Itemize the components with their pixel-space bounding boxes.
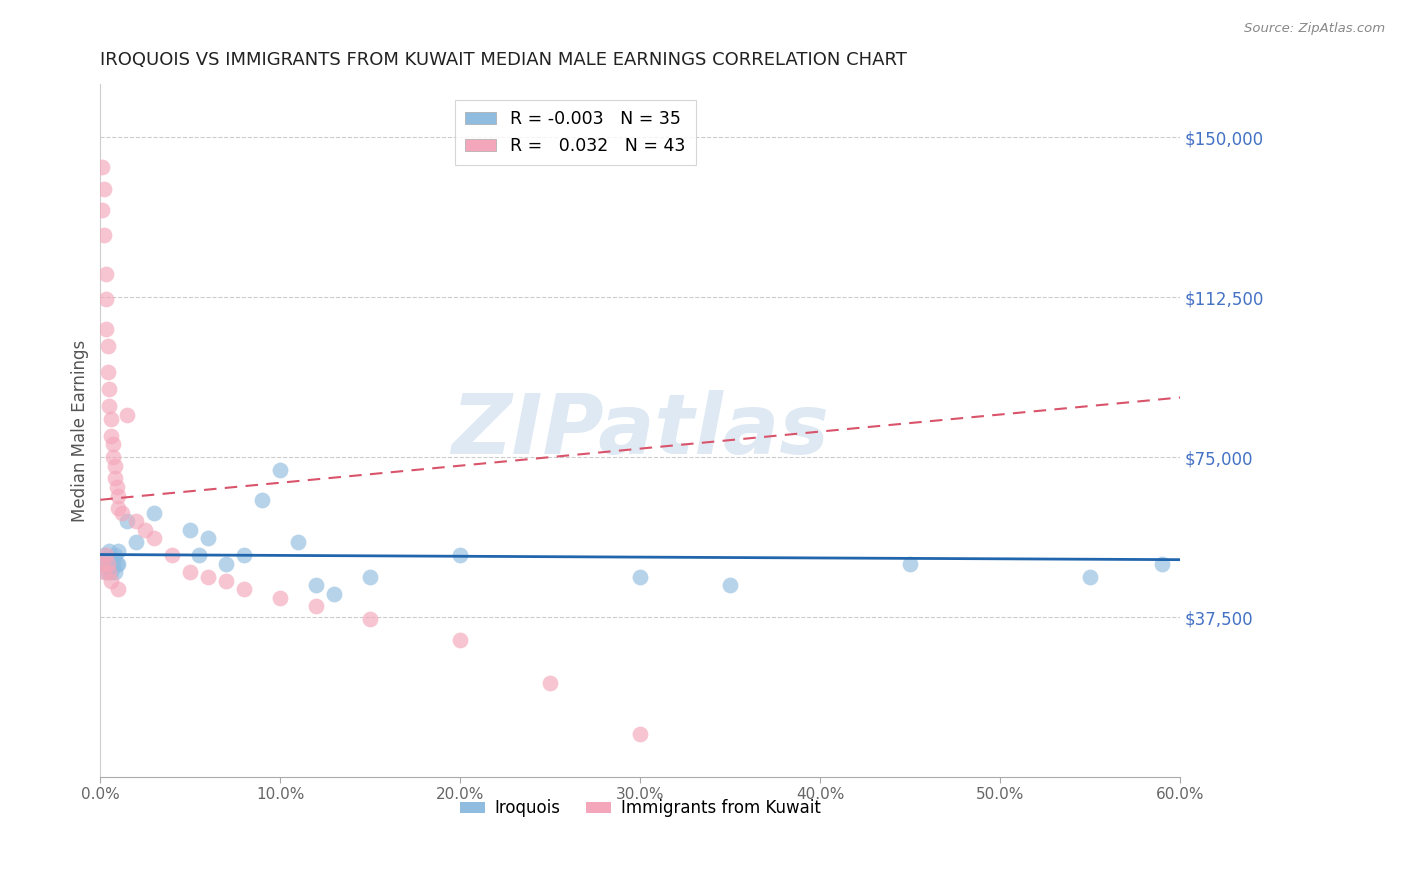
Point [104, 458, 127, 473]
Point [107, 501, 129, 516]
Point [628, 727, 651, 741]
Point [1152, 557, 1174, 571]
Point [93, 566, 115, 580]
Point [94, 566, 117, 580]
Point [179, 523, 201, 537]
Point [538, 676, 561, 690]
Point [94, 552, 117, 566]
Point [197, 569, 219, 583]
Point [233, 582, 256, 597]
Point [101, 557, 124, 571]
Point [107, 582, 129, 597]
Point [111, 506, 134, 520]
Point [98, 382, 121, 396]
Point [162, 548, 184, 562]
Point [94, 322, 117, 336]
Point [323, 586, 346, 600]
Point [117, 514, 139, 528]
Point [287, 535, 309, 549]
Point [98, 566, 121, 580]
Point [91, 557, 114, 571]
Point [91, 202, 114, 217]
Point [93, 548, 115, 562]
Point [94, 548, 117, 562]
Point [107, 489, 129, 503]
Point [94, 267, 117, 281]
Y-axis label: Median Male Earnings: Median Male Earnings [72, 339, 89, 522]
Text: ZIPatlas: ZIPatlas [451, 390, 830, 471]
Point [143, 531, 166, 545]
Point [179, 566, 201, 580]
Point [96, 557, 118, 571]
Point [898, 557, 921, 571]
Point [449, 633, 471, 648]
Point [359, 612, 381, 626]
Point [143, 506, 166, 520]
Point [197, 531, 219, 545]
Point [107, 557, 129, 571]
Point [93, 181, 115, 195]
Point [269, 463, 291, 477]
Point [1078, 569, 1101, 583]
Point [305, 578, 328, 592]
Point [104, 548, 127, 562]
Point [215, 574, 238, 588]
Point [117, 408, 139, 422]
Point [100, 429, 122, 443]
Point [100, 411, 122, 425]
Point [105, 480, 128, 494]
Point [449, 548, 471, 562]
Point [96, 339, 118, 353]
Point [101, 552, 124, 566]
Point [359, 569, 381, 583]
Point [134, 523, 156, 537]
Text: IROQUOIS VS IMMIGRANTS FROM KUWAIT MEDIAN MALE EARNINGS CORRELATION CHART: IROQUOIS VS IMMIGRANTS FROM KUWAIT MEDIA… [100, 51, 907, 69]
Point [91, 557, 114, 571]
Point [105, 557, 128, 571]
Point [628, 569, 651, 583]
Point [96, 557, 118, 571]
Point [104, 566, 127, 580]
Point [269, 591, 291, 605]
Point [98, 544, 121, 558]
Point [125, 514, 148, 528]
Point [718, 578, 741, 592]
Point [188, 548, 211, 562]
Point [96, 365, 118, 379]
Text: Source: ZipAtlas.com: Source: ZipAtlas.com [1244, 22, 1385, 36]
Point [305, 599, 328, 614]
Point [101, 450, 124, 464]
Point [215, 557, 238, 571]
Point [100, 566, 122, 580]
Point [107, 544, 129, 558]
Point [98, 399, 121, 413]
Point [252, 492, 274, 507]
Point [233, 548, 256, 562]
Point [100, 574, 122, 588]
Point [93, 228, 115, 243]
Point [101, 437, 124, 451]
Point [94, 293, 117, 307]
Legend: Iroquois, Immigrants from Kuwait: Iroquois, Immigrants from Kuwait [453, 793, 827, 824]
Point [125, 535, 148, 549]
Point [98, 561, 121, 575]
Point [91, 161, 114, 175]
Point [104, 471, 127, 485]
